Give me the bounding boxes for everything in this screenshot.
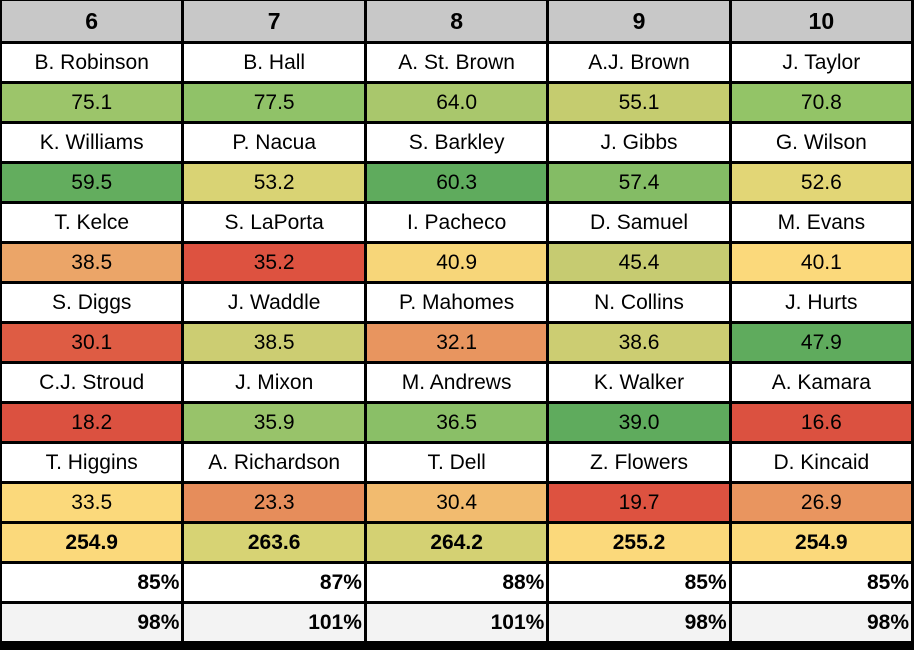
percent-cell: 98% <box>2 604 182 641</box>
player-name-cell: T. Dell <box>366 444 547 481</box>
player-name-cell: S. Diggs <box>2 284 182 321</box>
percent-cell: 101% <box>366 604 547 641</box>
player-score-cell: 30.4 <box>366 484 547 521</box>
player-score-cell: 40.9 <box>366 244 547 281</box>
percent-cell: 85% <box>2 564 182 601</box>
total-cell: 263.6 <box>184 524 364 561</box>
percent-row: 85% 87% 88% 85% 85% <box>2 564 911 601</box>
player-name-row: B. Robinson B. Hall A. St. Brown A.J. Br… <box>2 44 911 81</box>
player-name-cell: C.J. Stroud <box>2 364 182 401</box>
player-name-cell: D. Kincaid <box>731 444 911 481</box>
player-name-cell: A. St. Brown <box>366 44 547 81</box>
total-cell: 255.2 <box>549 524 729 561</box>
percent-row: 98% 101% 101% 98% 98% <box>2 604 911 641</box>
player-score-cell: 59.5 <box>2 164 182 201</box>
player-score-cell: 35.2 <box>184 244 364 281</box>
percent-cell: 98% <box>731 604 911 641</box>
player-name-cell: J. Hurts <box>731 284 911 321</box>
player-score-cell: 45.4 <box>549 244 729 281</box>
player-name-cell: J. Taylor <box>731 44 911 81</box>
percent-cell: 85% <box>549 564 729 601</box>
total-row: 254.9 263.6 264.2 255.2 254.9 <box>2 524 911 561</box>
player-name-cell: S. Barkley <box>366 124 547 161</box>
player-score-cell: 35.9 <box>184 404 364 441</box>
player-score-row: 75.1 77.5 64.0 55.1 70.8 <box>2 84 911 121</box>
player-score-cell: 32.1 <box>366 324 547 361</box>
player-score-cell: 70.8 <box>731 84 911 121</box>
percent-cell: 87% <box>184 564 364 601</box>
percent-cell: 98% <box>549 604 729 641</box>
player-name-cell: G. Wilson <box>731 124 911 161</box>
player-name-cell: I. Pacheco <box>366 204 547 241</box>
player-score-row: 38.5 35.2 40.9 45.4 40.1 <box>2 244 911 281</box>
total-cell: 254.9 <box>2 524 182 561</box>
player-score-cell: 47.9 <box>731 324 911 361</box>
percent-cell: 101% <box>184 604 364 641</box>
player-score-cell: 77.5 <box>184 84 364 121</box>
column-header: 8 <box>366 1 547 41</box>
player-score-cell: 19.7 <box>549 484 729 521</box>
player-name-cell: T. Higgins <box>2 444 182 481</box>
player-score-cell: 52.6 <box>731 164 911 201</box>
player-name-cell: J. Waddle <box>184 284 364 321</box>
player-name-row: T. Higgins A. Richardson T. Dell Z. Flow… <box>2 444 911 481</box>
player-score-cell: 18.2 <box>2 404 182 441</box>
player-name-cell: B. Hall <box>184 44 364 81</box>
player-score-cell: 40.1 <box>731 244 911 281</box>
total-cell: 264.2 <box>366 524 547 561</box>
player-name-cell: D. Samuel <box>549 204 729 241</box>
player-name-cell: J. Mixon <box>184 364 364 401</box>
player-score-cell: 16.6 <box>731 404 911 441</box>
player-name-row: T. Kelce S. LaPorta I. Pacheco D. Samuel… <box>2 204 911 241</box>
player-score-cell: 30.1 <box>2 324 182 361</box>
player-score-row: 30.1 38.5 32.1 38.6 47.9 <box>2 324 911 361</box>
player-name-row: C.J. Stroud J. Mixon M. Andrews K. Walke… <box>2 364 911 401</box>
player-name-cell: A.J. Brown <box>549 44 729 81</box>
player-score-cell: 64.0 <box>366 84 547 121</box>
player-name-cell: A. Richardson <box>184 444 364 481</box>
player-name-cell: A. Kamara <box>731 364 911 401</box>
player-name-cell: P. Nacua <box>184 124 364 161</box>
player-name-cell: P. Mahomes <box>366 284 547 321</box>
player-name-cell: J. Gibbs <box>549 124 729 161</box>
column-header: 10 <box>731 1 911 41</box>
percent-cell: 88% <box>366 564 547 601</box>
player-name-cell: K. Walker <box>549 364 729 401</box>
player-name-cell: N. Collins <box>549 284 729 321</box>
header-row: 6 7 8 9 10 <box>2 1 911 41</box>
player-score-cell: 23.3 <box>184 484 364 521</box>
player-score-cell: 57.4 <box>549 164 729 201</box>
player-name-cell: M. Andrews <box>366 364 547 401</box>
player-score-cell: 55.1 <box>549 84 729 121</box>
player-score-cell: 38.5 <box>184 324 364 361</box>
player-score-row: 18.2 35.9 36.5 39.0 16.6 <box>2 404 911 441</box>
column-header: 6 <box>2 1 182 41</box>
player-score-cell: 33.5 <box>2 484 182 521</box>
player-score-cell: 38.6 <box>549 324 729 361</box>
player-name-row: K. Williams P. Nacua S. Barkley J. Gibbs… <box>2 124 911 161</box>
player-score-cell: 60.3 <box>366 164 547 201</box>
player-score-cell: 38.5 <box>2 244 182 281</box>
player-score-cell: 36.5 <box>366 404 547 441</box>
player-name-cell: B. Robinson <box>2 44 182 81</box>
player-name-cell: S. LaPorta <box>184 204 364 241</box>
column-header: 9 <box>549 1 729 41</box>
player-name-row: S. Diggs J. Waddle P. Mahomes N. Collins… <box>2 284 911 321</box>
player-score-cell: 75.1 <box>2 84 182 121</box>
player-name-cell: K. Williams <box>2 124 182 161</box>
player-name-cell: M. Evans <box>731 204 911 241</box>
column-header: 7 <box>184 1 364 41</box>
player-score-row: 33.5 23.3 30.4 19.7 26.9 <box>2 484 911 521</box>
player-score-cell: 39.0 <box>549 404 729 441</box>
player-name-cell: T. Kelce <box>2 204 182 241</box>
player-score-cell: 53.2 <box>184 164 364 201</box>
total-cell: 254.9 <box>731 524 911 561</box>
percent-cell: 85% <box>731 564 911 601</box>
player-score-row: 59.5 53.2 60.3 57.4 52.6 <box>2 164 911 201</box>
player-name-cell: Z. Flowers <box>549 444 729 481</box>
player-score-cell: 26.9 <box>731 484 911 521</box>
